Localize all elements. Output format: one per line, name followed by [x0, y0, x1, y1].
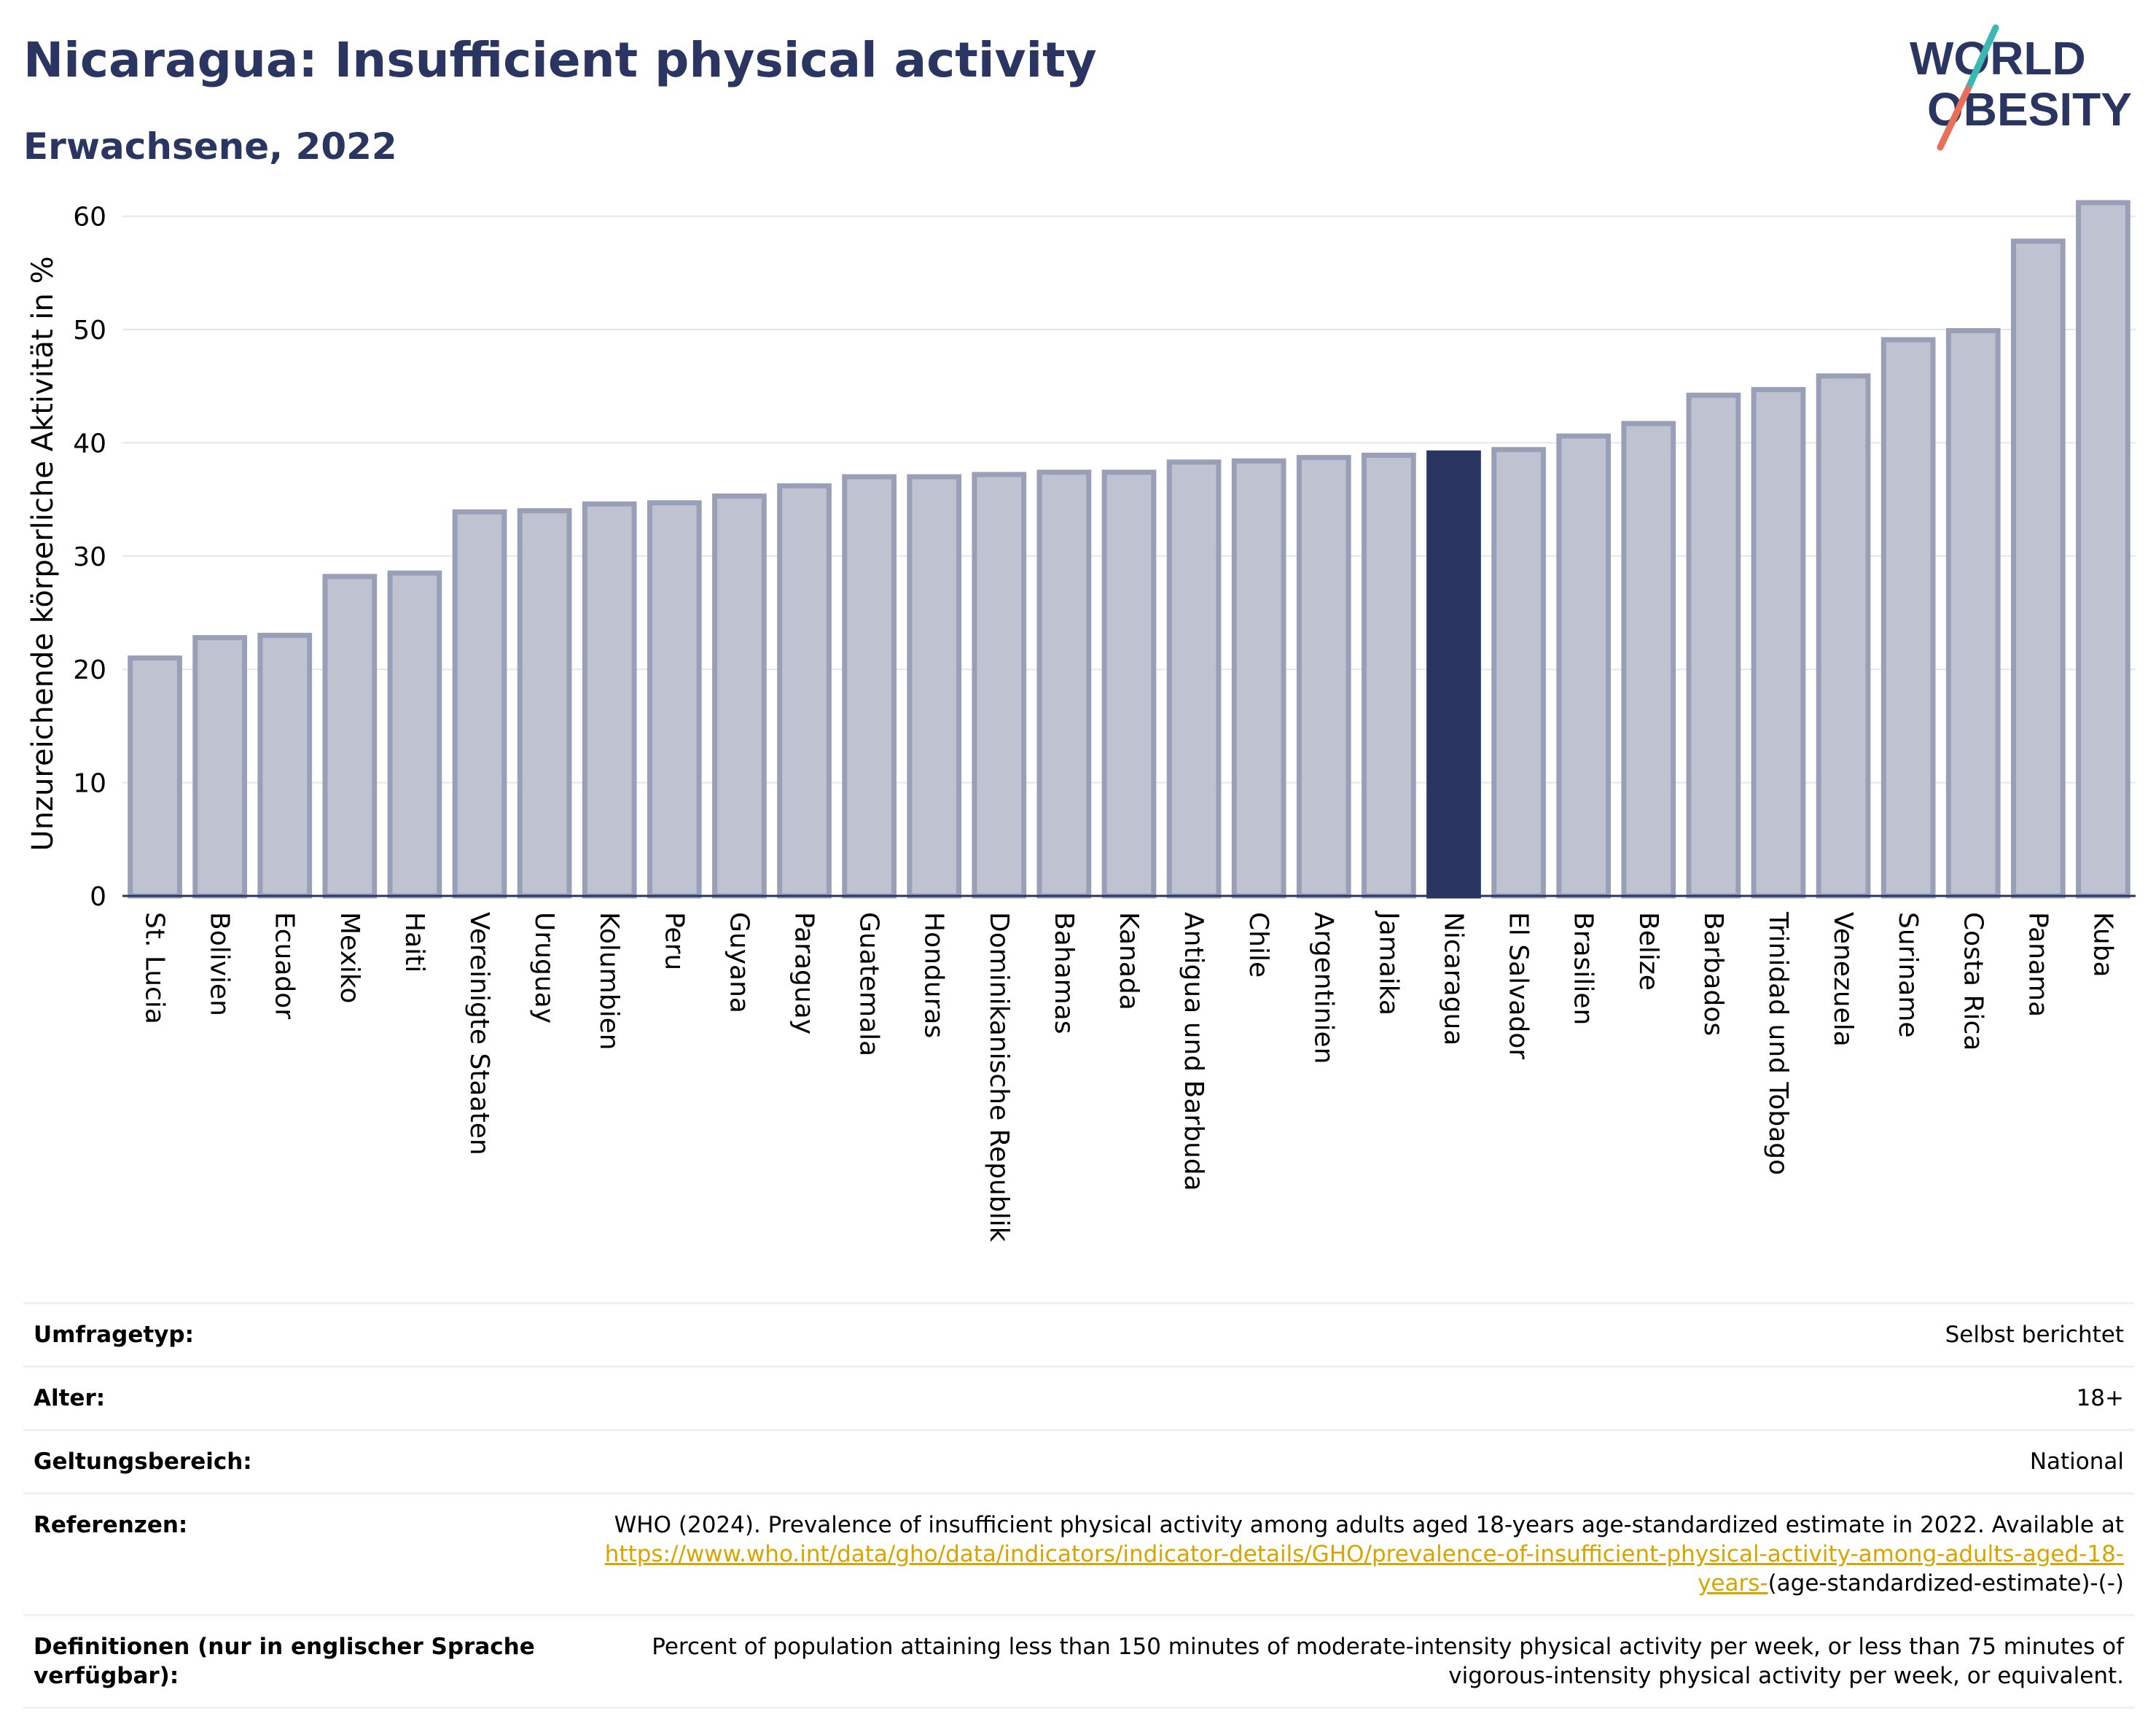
- y-tick-label: 10: [73, 769, 106, 799]
- bar-uruguay: [517, 508, 572, 899]
- bar-argentinien: [1296, 455, 1351, 899]
- info-label: Alter:: [34, 1385, 106, 1411]
- bars: [128, 200, 2130, 899]
- x-tick-label: Jamaika: [1373, 911, 1403, 1015]
- bar-ecuador: [257, 633, 313, 899]
- bar-trinidad-und-tobago: [1751, 386, 1806, 899]
- x-tick-label: Trinidad und Tobago: [1763, 911, 1793, 1175]
- y-tick-label: 0: [90, 882, 106, 912]
- bar-suriname: [1880, 337, 1936, 899]
- bar-chile: [1231, 458, 1286, 899]
- bar-mexiko: [322, 574, 378, 899]
- x-tick-label: Bahamas: [1049, 912, 1079, 1034]
- bar-paraguay: [777, 483, 832, 899]
- x-tick-label: Chile: [1243, 912, 1273, 978]
- bar-jamaika: [1362, 453, 1416, 899]
- chart-title: Nicaragua: Insufficient physical activit…: [23, 32, 1097, 88]
- bar-costa-rica: [1945, 328, 2001, 899]
- logo-text-world: WORLD: [1910, 32, 2086, 85]
- x-tick-label: Dominikanische Republik: [984, 912, 1014, 1242]
- info-label: Geltungsbereich:: [34, 1449, 252, 1475]
- bar-guyana: [712, 493, 767, 899]
- x-tick-label: Barbados: [1698, 912, 1728, 1036]
- bar-guatemala: [842, 474, 897, 899]
- logo-slash-teal: [1964, 24, 1999, 93]
- info-value: Percent of population attaining less tha…: [652, 1634, 2124, 1689]
- bar-antigua-und-barbuda: [1166, 459, 1222, 899]
- bar-kanada: [1101, 469, 1157, 899]
- bar-el-salvador: [1491, 447, 1546, 899]
- reference-suffix: (age-standardized-estimate)-(-): [1768, 1570, 2124, 1596]
- world-obesity-logo: WORLD OBESITY: [1910, 24, 2132, 151]
- x-tick-label: Panama: [2023, 912, 2053, 1017]
- bar-dominikanische-republik: [972, 472, 1027, 899]
- bar-venezuela: [1816, 373, 1871, 899]
- x-tick-label: Argentinien: [1308, 912, 1338, 1064]
- y-tick-label: 30: [73, 542, 106, 572]
- x-tick-label: Guatemala: [854, 912, 884, 1056]
- x-tick-label: Paraguay: [789, 912, 819, 1034]
- bar-barbados: [1686, 392, 1741, 899]
- bar-brasilien: [1556, 433, 1612, 899]
- bar-vereinigte-staaten: [452, 509, 507, 899]
- info-row-scope: Geltungsbereich: National: [23, 1429, 2134, 1492]
- info-table: Umfragetyp: Selbst berichtet Alter: 18+ …: [23, 1302, 2134, 1709]
- info-label: Definitionen (nur in englischer Sprache …: [34, 1634, 535, 1689]
- bar-nicaragua: [1426, 450, 1481, 899]
- info-value: WHO (2024). Prevalence of insufficient p…: [558, 1510, 2124, 1598]
- x-tick-label: Antigua und Barbuda: [1179, 912, 1208, 1191]
- x-tick-label: Uruguay: [529, 912, 559, 1024]
- chart-subtitle: Erwachsene, 2022: [23, 125, 397, 168]
- bar-peru: [647, 500, 702, 899]
- x-tick-label: St. Lucia: [140, 912, 170, 1024]
- info-value: Selbst berichtet: [1945, 1322, 2124, 1348]
- x-tick-label: Mexiko: [335, 912, 364, 1003]
- x-tick-label: Costa Rica: [1958, 912, 1988, 1050]
- bar-chart: 0 10 20 30 40 50 60 St. Lucia Bolivien Ecuador Me…: [26, 200, 2136, 1242]
- y-tick-label: 60: [73, 203, 106, 233]
- reference-link[interactable]: https://www.who.int/data/gho/data/indica…: [604, 1541, 2124, 1596]
- info-row-survey-type: Umfragetyp: Selbst berichtet: [23, 1302, 2134, 1365]
- bar-st-lucia: [128, 655, 182, 899]
- x-tick-label: Kuba: [2087, 912, 2117, 978]
- info-label: Referenzen:: [34, 1512, 188, 1538]
- bar-kuba: [2076, 200, 2130, 899]
- x-tick-label: Kanada: [1114, 912, 1144, 1010]
- x-axis-labels: St. Lucia Bolivien Ecuador Mexiko Haiti Verei…: [140, 911, 2118, 1242]
- x-tick-label: Vereinigte Staaten: [464, 912, 494, 1155]
- info-row-age: Alter: 18+: [23, 1365, 2134, 1429]
- y-tick-label: 40: [73, 429, 106, 459]
- x-tick-label: Peru: [659, 912, 689, 970]
- bar-belize: [1621, 421, 1676, 899]
- x-tick-label: Suriname: [1893, 912, 1923, 1038]
- info-value: National: [2029, 1449, 2124, 1475]
- logo-slash-coral: [1937, 85, 1972, 151]
- x-tick-label: Brasilien: [1569, 912, 1598, 1025]
- x-tick-label: Nicaragua: [1438, 912, 1468, 1045]
- info-row-references: Referenzen: WHO (2024). Prevalence of in…: [23, 1492, 2134, 1614]
- x-tick-label: Kolumbien: [594, 912, 624, 1050]
- x-tick-label: El Salvador: [1504, 912, 1534, 1059]
- bar-bolivien: [192, 635, 248, 899]
- info-label: Umfragetyp:: [34, 1322, 194, 1348]
- x-tick-label: Guyana: [724, 912, 754, 1013]
- info-row-definitions: Definitionen (nur in englischer Sprache …: [23, 1614, 2134, 1709]
- x-tick-label: Belize: [1633, 912, 1663, 991]
- bar-panama: [2010, 238, 2066, 899]
- reference-text: WHO (2024). Prevalence of insufficient p…: [614, 1512, 2124, 1538]
- y-tick-label: 50: [73, 316, 106, 346]
- info-value: 18+: [2076, 1385, 2124, 1411]
- x-tick-label: Honduras: [919, 912, 949, 1038]
- x-tick-label: Bolivien: [205, 912, 235, 1016]
- x-tick-label: Haiti: [399, 912, 429, 972]
- bar-kolumbien: [582, 501, 637, 899]
- y-axis-label: Unzureichende körperliche Aktivität in %: [26, 256, 60, 851]
- y-tick-label: 20: [73, 655, 106, 685]
- y-axis-ticks: 0 10 20 30 40 50 60: [73, 203, 106, 912]
- bar-haiti: [387, 570, 442, 899]
- bar-honduras: [907, 474, 962, 899]
- bar-bahamas: [1036, 469, 1092, 899]
- x-tick-label: Venezuela: [1828, 912, 1858, 1047]
- x-tick-label: Ecuador: [270, 912, 300, 1019]
